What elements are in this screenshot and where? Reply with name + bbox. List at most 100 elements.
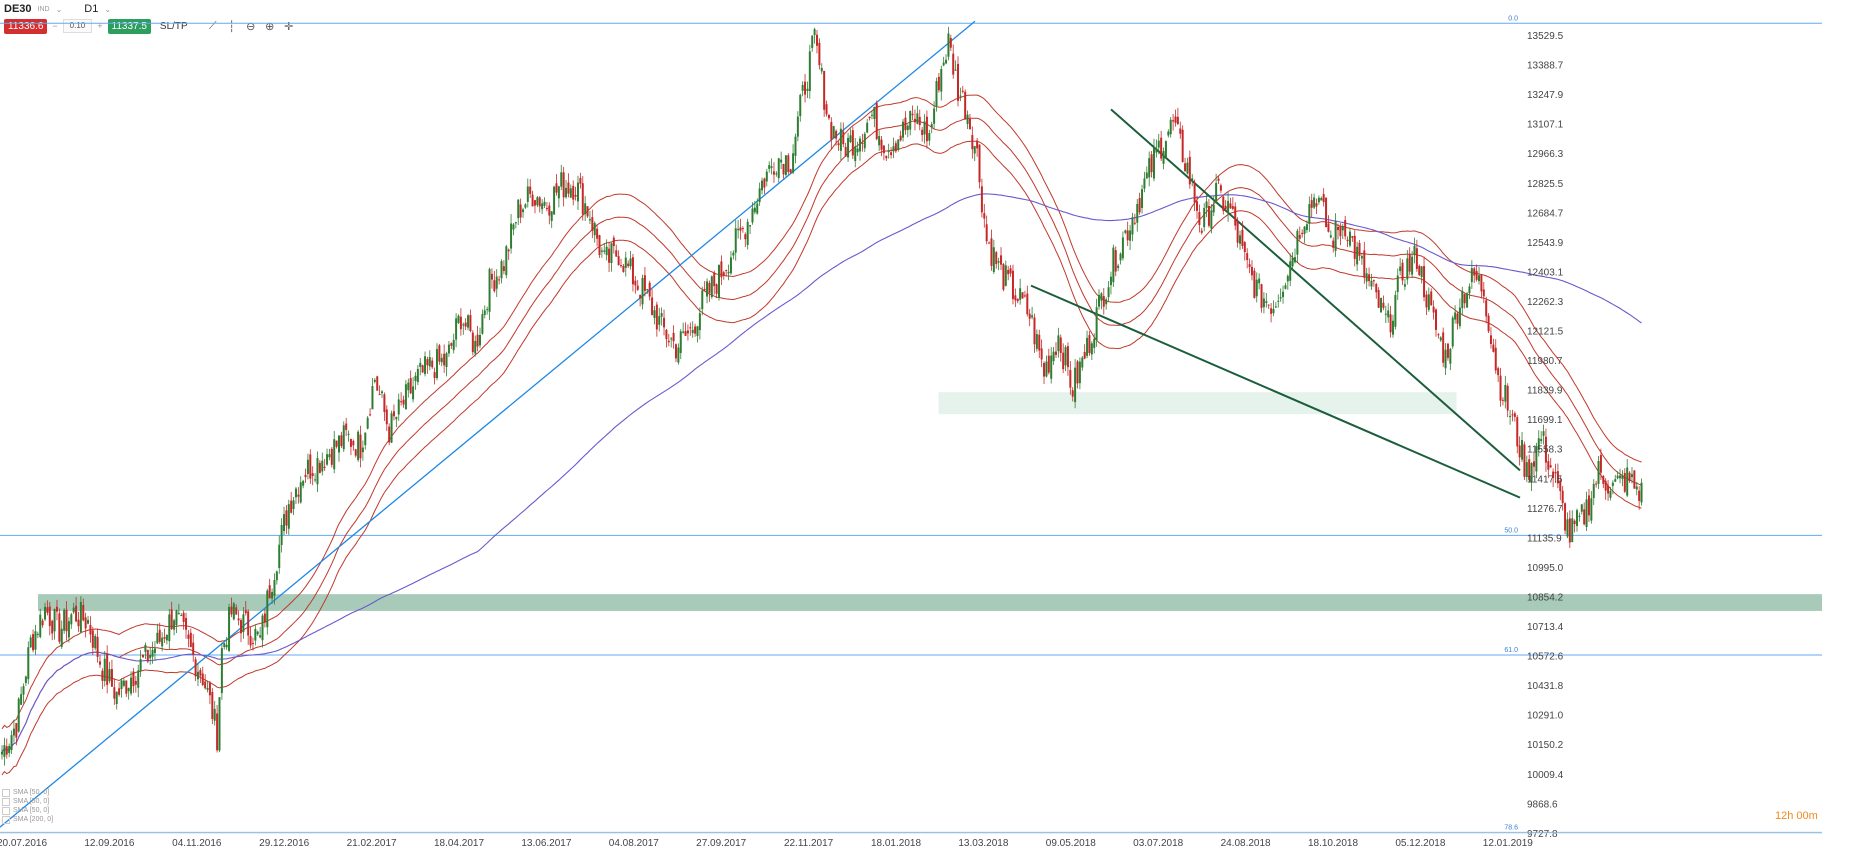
timeframe-chevron-down-icon[interactable]: ⌄ — [104, 4, 112, 14]
candle-body — [213, 708, 216, 721]
candle — [369, 408, 372, 417]
candle — [870, 110, 873, 120]
sltp-button[interactable]: SL/TP — [159, 20, 188, 32]
candle-body — [1253, 270, 1256, 298]
legend-item[interactable]: SMA [50, 0] — [2, 806, 53, 815]
candle — [337, 435, 340, 462]
uptrend-line — [0, 20, 976, 828]
candle — [1317, 195, 1320, 205]
candle — [1038, 329, 1041, 359]
candle — [892, 137, 895, 159]
candle-body — [868, 116, 871, 119]
legend-item[interactable]: SMA [50, 0] — [2, 788, 53, 797]
candle — [1098, 289, 1101, 310]
checkbox-icon[interactable] — [2, 797, 10, 806]
candle-body — [758, 188, 761, 203]
candle-body — [447, 344, 450, 354]
candle — [490, 268, 493, 289]
candle-body — [615, 250, 618, 257]
candle-body — [1552, 471, 1555, 478]
candle — [598, 234, 601, 258]
candle — [1530, 462, 1533, 491]
timeframe-selector[interactable]: D1 — [84, 3, 99, 15]
checkbox-icon[interactable] — [2, 806, 10, 815]
candle-body — [861, 142, 864, 144]
candle-body — [96, 636, 99, 657]
candle-body — [352, 440, 355, 446]
candle — [1482, 281, 1485, 304]
candle-body — [268, 585, 271, 599]
candle — [1215, 173, 1218, 204]
lot-input[interactable]: 0.10 — [62, 19, 93, 33]
candle — [347, 430, 350, 442]
line-chart-icon[interactable]: ⟋ — [208, 19, 217, 32]
candle-body — [326, 454, 329, 465]
symbol-name[interactable]: DE30 — [4, 3, 32, 15]
candle — [1315, 198, 1318, 214]
crosshair-icon[interactable]: ✛ — [284, 20, 294, 33]
candle — [1549, 458, 1552, 469]
candle-body — [1630, 474, 1633, 478]
candle-body — [1420, 266, 1423, 278]
candle — [538, 196, 541, 213]
lot-increase-button[interactable]: + — [97, 21, 103, 31]
buy-button[interactable]: 11337.5 — [107, 18, 151, 34]
candle — [1107, 281, 1110, 302]
candle — [378, 385, 381, 396]
candle — [412, 377, 415, 403]
candle — [87, 615, 90, 625]
candle — [801, 81, 804, 97]
candle — [278, 535, 281, 574]
candle-body — [82, 604, 85, 621]
candle — [273, 573, 276, 605]
candle — [651, 289, 654, 316]
candle-body — [1358, 242, 1361, 256]
candle — [507, 248, 510, 260]
symbol-chevron-down-icon[interactable]: ⌄ — [55, 4, 63, 14]
candle — [1136, 198, 1139, 232]
bar-chart-icon[interactable]: ┆ — [228, 20, 236, 33]
candle — [942, 56, 945, 67]
candle-body — [921, 129, 924, 136]
legend-item[interactable]: SMA [200, 0] — [2, 815, 53, 824]
candle — [1358, 240, 1361, 261]
candle — [973, 145, 976, 162]
candle — [629, 251, 632, 270]
candle — [180, 613, 183, 617]
candle-body — [1578, 515, 1581, 517]
candle — [933, 101, 936, 129]
candle-body — [249, 635, 252, 646]
candle — [72, 602, 75, 615]
candle-body — [1193, 182, 1196, 203]
candle-body — [1179, 128, 1182, 134]
candle-body — [1585, 499, 1588, 527]
sma200-line — [1, 193, 1642, 753]
candle — [1205, 193, 1208, 218]
candle — [280, 518, 283, 553]
candle-body — [1231, 206, 1234, 209]
candle — [58, 608, 61, 644]
candle — [1325, 197, 1328, 228]
candle-body — [110, 669, 113, 687]
y-tick-label: 9727.8 — [1527, 829, 1558, 840]
candle — [734, 220, 737, 261]
checkbox-icon[interactable] — [2, 788, 10, 797]
sell-button[interactable]: 11336.6 — [4, 18, 48, 34]
candle-body — [416, 368, 419, 383]
candle-body — [1031, 315, 1034, 318]
candle — [522, 207, 525, 218]
candle — [1621, 470, 1624, 487]
candle — [880, 136, 883, 157]
candle-body — [1521, 440, 1524, 460]
zoom-in-icon[interactable]: ⊕ — [265, 20, 275, 33]
zoom-out-icon[interactable]: ⊖ — [246, 20, 256, 33]
candle — [254, 624, 257, 646]
legend-item[interactable]: SMA [50, 0] — [2, 797, 53, 806]
candle — [1289, 253, 1292, 287]
candle-body — [689, 327, 692, 329]
checkbox-icon[interactable] — [2, 815, 10, 824]
lot-decrease-button[interactable]: − — [52, 21, 58, 31]
candle-body — [1282, 291, 1285, 298]
candle — [240, 618, 242, 643]
